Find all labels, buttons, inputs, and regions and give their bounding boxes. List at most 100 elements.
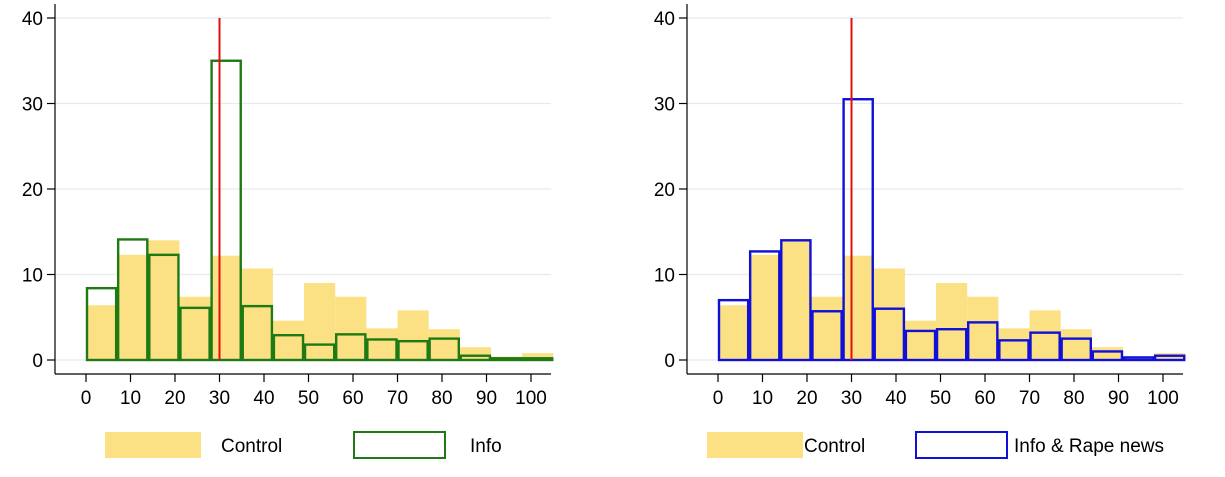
legend-swatch-treatment [353, 431, 446, 459]
control-bar-1 [117, 254, 149, 360]
legend-label-control: Control [221, 436, 282, 457]
outline-bar-1 [116, 238, 149, 362]
control-bar-3 [811, 296, 843, 360]
control-bar-8 [967, 296, 999, 360]
y-tick-label-40: 40 [654, 9, 675, 30]
right-histogram-panel: 0 10 20 30 40 0 10 20 30 40 50 60 70 80 90 100 Control In… [654, 4, 1186, 459]
y-tick-label-10: 10 [654, 266, 675, 287]
legend-label-control: Control [804, 436, 865, 457]
control-bar-6 [272, 320, 305, 360]
outline-bar-4 [842, 98, 874, 362]
outline-bar-4 [210, 59, 242, 362]
legend-swatch-treatment [915, 431, 1008, 459]
control-bar-4 [210, 255, 242, 360]
y-tick-label-30: 30 [22, 95, 43, 116]
outline-bar-0 [717, 298, 750, 362]
outline-bar-13 [490, 357, 523, 362]
y-tick-label-20: 20 [22, 180, 43, 201]
outline-bar-1 [748, 250, 781, 362]
outline-bar-9 [366, 338, 398, 362]
outline-bar-12 [1091, 350, 1124, 362]
outline-bar-14 [1153, 354, 1186, 362]
control-bar-3 [179, 296, 211, 360]
outline-bar-10 [397, 339, 429, 362]
x-tick-label-10: 10 [752, 388, 773, 409]
control-bar-6 [904, 320, 937, 360]
x-tick-label-70: 70 [387, 388, 408, 409]
outline-bar-7 [303, 343, 336, 362]
x-tick-label-100: 100 [1147, 388, 1179, 409]
outline-bar-6 [272, 334, 305, 362]
x-tick-label-50: 50 [298, 388, 319, 409]
x-tick-label-40: 40 [253, 388, 274, 409]
outline-bar-8 [967, 321, 999, 362]
x-tick-label-0: 0 [713, 388, 724, 409]
outline-bar-2 [780, 239, 812, 362]
y-tick-label-40: 40 [22, 9, 43, 30]
control-bar-7 [936, 283, 968, 360]
legend-label-treatment: Info [470, 436, 502, 457]
outline-bar-5 [873, 307, 906, 362]
control-bar-2 [148, 240, 180, 360]
control-bar-2 [780, 240, 812, 360]
outline-bar-5 [241, 304, 274, 362]
y-tick-label-30: 30 [654, 95, 675, 116]
legend-swatch-control [105, 432, 201, 458]
outline-bar-6 [904, 329, 937, 362]
control-bar-5 [241, 268, 273, 360]
x-tick-label-30: 30 [841, 388, 862, 409]
x-tick-label-60: 60 [342, 388, 363, 409]
x-tick-label-100: 100 [515, 388, 547, 409]
x-tick-label-20: 20 [796, 388, 817, 409]
outline-bar-7 [935, 328, 968, 362]
outline-bar-10 [1029, 331, 1061, 362]
x-tick-label-40: 40 [885, 388, 906, 409]
x-tick-label-10: 10 [120, 388, 141, 409]
control-bar-7 [304, 283, 336, 360]
outline-bar-12 [459, 354, 492, 362]
control-bar-10 [397, 310, 429, 360]
y-tick-label-20: 20 [654, 180, 675, 201]
outline-bar-3 [811, 310, 843, 362]
legend-swatch-control [707, 432, 803, 458]
control-bar-0 [718, 305, 750, 360]
outline-bar-13 [1122, 356, 1155, 362]
legend-label-treatment: Info & Rape news [1014, 436, 1164, 457]
outline-bar-11 [428, 337, 460, 362]
outline-bar-3 [179, 306, 211, 362]
x-tick-label-30: 30 [209, 388, 230, 409]
x-tick-label-70: 70 [1019, 388, 1040, 409]
x-tick-label-80: 80 [1063, 388, 1084, 409]
control-bar-11 [428, 329, 460, 360]
control-bar-8 [335, 296, 367, 360]
x-tick-label-0: 0 [81, 388, 92, 409]
x-tick-label-20: 20 [164, 388, 185, 409]
control-bar-11 [1060, 329, 1092, 360]
x-tick-label-80: 80 [431, 388, 452, 409]
outline-bar-14 [521, 357, 554, 362]
control-bar-5 [873, 268, 905, 360]
outline-bar-0 [85, 286, 118, 362]
y-tick-label-0: 0 [664, 351, 675, 372]
outline-bar-9 [998, 339, 1030, 362]
control-bar-9 [998, 328, 1030, 360]
control-bar-1 [749, 254, 781, 360]
x-tick-label-90: 90 [476, 388, 497, 409]
y-tick-label-0: 0 [32, 351, 43, 372]
control-bar-14 [522, 353, 554, 360]
control-bar-12 [1091, 347, 1123, 360]
control-bar-0 [86, 305, 118, 360]
control-bar-12 [459, 347, 491, 360]
outline-bar-11 [1060, 337, 1093, 362]
x-tick-label-60: 60 [974, 388, 995, 409]
control-bar-9 [366, 328, 398, 360]
left-histogram-panel: 0 10 20 30 40 0 10 20 30 40 50 60 70 80 90 100 Control In… [22, 4, 554, 459]
y-tick-label-10: 10 [22, 266, 43, 287]
outline-bar-8 [335, 333, 367, 362]
control-bar-10 [1029, 310, 1061, 360]
control-bar-4 [842, 255, 874, 360]
x-tick-label-50: 50 [930, 388, 951, 409]
outline-bar-2 [148, 253, 180, 362]
x-tick-label-90: 90 [1108, 388, 1129, 409]
